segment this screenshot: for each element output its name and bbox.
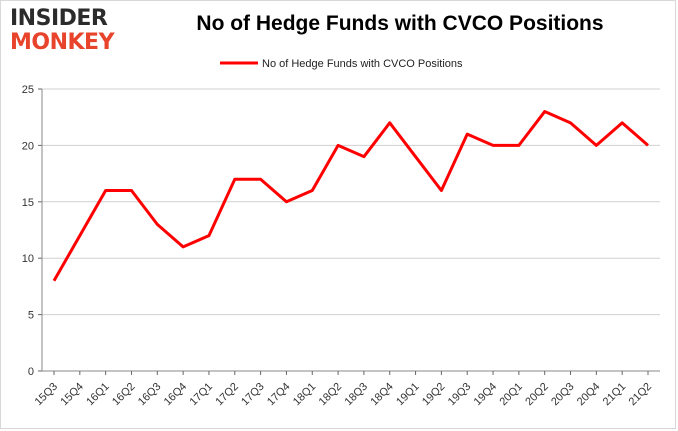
y-tick-label: 25 — [22, 84, 34, 96]
series-line-0 — [52, 110, 649, 282]
x-tick-label: 19Q4 — [472, 381, 500, 409]
x-tick-label: 20Q1 — [497, 381, 525, 409]
y-tick-labels: 0 5 10 15 20 25 — [22, 84, 34, 378]
grid-lines — [38, 88, 660, 372]
x-tick-label: 20Q2 — [523, 381, 551, 409]
x-tick-label: 17Q1 — [188, 381, 216, 409]
x-tick-label: 16Q3 — [136, 381, 164, 409]
x-tick-label: 16Q4 — [162, 381, 190, 409]
x-tick-label: 17Q3 — [239, 381, 267, 409]
x-tick-labels: 15Q315Q416Q116Q216Q316Q417Q117Q217Q317Q4… — [33, 381, 655, 409]
y-tick-label: 0 — [28, 366, 34, 378]
x-tick-label: 17Q4 — [265, 381, 293, 409]
x-tick-label: 16Q2 — [110, 381, 138, 409]
legend: No of Hedge Funds with CVCO Positions — [220, 58, 463, 70]
x-tick-label: 19Q1 — [394, 381, 422, 409]
x-tick-label: 21Q2 — [627, 381, 655, 409]
logo-line-2: MONKEY — [10, 30, 115, 55]
x-tick-label: 18Q1 — [291, 381, 319, 409]
series-lines — [52, 110, 649, 282]
x-tick-label: 20Q3 — [549, 381, 577, 409]
logo-line-1: INSIDER — [10, 6, 108, 31]
x-tick-label: 21Q1 — [601, 381, 629, 409]
x-tick-label: 17Q2 — [213, 381, 241, 409]
y-tick-label: 15 — [22, 197, 34, 209]
x-tick-label: 15Q3 — [33, 381, 61, 409]
axes — [41, 89, 660, 375]
x-tick-label: 20Q4 — [575, 381, 603, 409]
x-tick-label: 19Q2 — [420, 381, 448, 409]
chart-title: No of Hedge Funds with CVCO Positions — [196, 12, 604, 35]
legend-label: No of Hedge Funds with CVCO Positions — [262, 58, 463, 70]
x-tick-label: 19Q3 — [446, 381, 474, 409]
y-tick-label: 5 — [28, 310, 34, 322]
x-tick-label: 15Q4 — [58, 381, 86, 409]
x-tick-label: 16Q1 — [84, 381, 112, 409]
x-tick-label: 18Q3 — [343, 381, 371, 409]
x-tick-label: 18Q4 — [368, 381, 396, 409]
y-tick-label: 10 — [22, 253, 34, 265]
y-tick-label: 20 — [22, 140, 34, 152]
insider-monkey-logo: INSIDER MONKEY — [8, 4, 128, 56]
x-tick-label: 18Q2 — [317, 381, 345, 409]
